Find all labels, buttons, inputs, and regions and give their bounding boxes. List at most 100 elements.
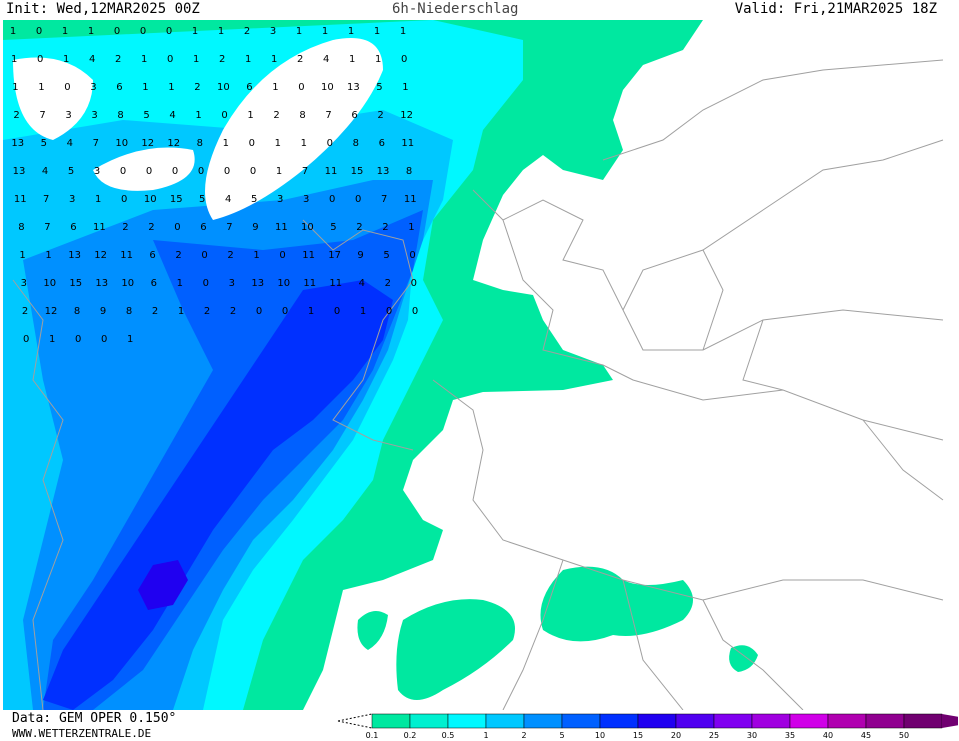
station-value: 1 — [408, 222, 414, 233]
station-value: 4 — [67, 138, 73, 149]
init-time-label: Init: Wed,12MAR2025 00Z — [6, 1, 200, 17]
station-value: 0 — [329, 194, 335, 205]
station-value: 7 — [302, 166, 308, 177]
map-title: 6h-Niederschlag — [392, 1, 519, 17]
station-value: 13 — [251, 278, 264, 289]
station-value: 1 — [193, 54, 199, 65]
legend-swatch — [827, 713, 867, 729]
valid-time-label: Valid: Fri,21MAR2025 18Z — [734, 1, 937, 17]
station-value: 2 — [219, 54, 225, 65]
station-value: 3 — [303, 194, 309, 205]
station-value: 1 — [45, 250, 51, 261]
station-value: 1 — [296, 26, 302, 37]
station-value: 6 — [379, 138, 385, 149]
station-value: 2 — [204, 306, 210, 317]
color-legend: 0.1 0.2 0.5 1 2 5 10 15 20 25 30 35 40 45 50 — [337, 713, 958, 740]
station-value: 3 — [21, 278, 27, 289]
legend-level-label: 0.2 — [404, 731, 417, 740]
legend-level-label: 50 — [899, 731, 909, 740]
station-value: 5 — [199, 194, 205, 205]
station-value: 7 — [381, 194, 387, 205]
station-value: 5 — [376, 82, 382, 93]
station-value: 10 — [321, 82, 334, 93]
station-value: 2 — [227, 250, 233, 261]
station-value: 1 — [247, 110, 253, 121]
station-value: 3 — [69, 194, 75, 205]
legend-swatch — [371, 713, 411, 729]
station-value: 4 — [359, 278, 365, 289]
station-value: 0 — [224, 166, 230, 177]
legend-swatches — [337, 713, 958, 729]
station-value: 4 — [89, 54, 95, 65]
legend-swatch — [447, 713, 487, 729]
legend-lead-in — [337, 713, 373, 729]
station-value: 1 — [308, 306, 314, 317]
station-value: 5 — [383, 250, 389, 261]
station-value: 0 — [37, 54, 43, 65]
station-value: 4 — [225, 194, 231, 205]
station-value: 2 — [377, 110, 383, 121]
station-value: 0 — [203, 278, 209, 289]
station-value: 12 — [400, 110, 413, 121]
station-value: 9 — [252, 222, 258, 233]
station-value: 1 — [19, 250, 25, 261]
station-value: 6 — [151, 278, 157, 289]
station-value: 10 — [121, 278, 134, 289]
legend-level-label: 15 — [633, 731, 643, 740]
station-value: 11 — [325, 166, 338, 177]
website-label: WWW.WETTERZENTRALE.DE — [12, 727, 152, 740]
map-header: Init: Wed,12MAR2025 00Z 6h-Niederschlag … — [0, 0, 959, 20]
legend-level-label: 40 — [823, 731, 833, 740]
station-value: 7 — [226, 222, 232, 233]
legend-level-label: 5 — [559, 731, 564, 740]
station-value: 1 — [38, 82, 44, 93]
station-value: 1 — [253, 250, 259, 261]
station-value: 10 — [144, 194, 157, 205]
legend-level-label: 20 — [671, 731, 681, 740]
station-value: 1 — [400, 26, 406, 37]
station-value: 8 — [353, 138, 359, 149]
station-value: 5 — [330, 222, 336, 233]
legend-level-label: 0.5 — [442, 731, 455, 740]
dry-gap-channel — [93, 147, 195, 191]
station-value: 0 — [198, 166, 204, 177]
station-value: 0 — [172, 166, 178, 177]
station-value: 0 — [221, 110, 227, 121]
station-value: 0 — [250, 166, 256, 177]
station-value: 2 — [22, 306, 28, 317]
station-value: 11 — [120, 250, 133, 261]
precip-area-core — [43, 280, 393, 710]
station-value: 1 — [374, 26, 380, 37]
station-value: 6 — [70, 222, 76, 233]
station-value: 1 — [10, 26, 16, 37]
station-value: 1 — [178, 306, 184, 317]
station-value: 10 — [43, 278, 56, 289]
station-value: 0 — [355, 194, 361, 205]
station-value: 13 — [377, 166, 390, 177]
station-value: 8 — [299, 110, 305, 121]
station-value: 7 — [93, 138, 99, 149]
station-value: 4 — [42, 166, 48, 177]
precip-area-peak — [138, 560, 188, 610]
station-value: 1 — [349, 54, 355, 65]
station-value: 1 — [142, 82, 148, 93]
station-value: 2 — [244, 26, 250, 37]
station-value: 13 — [11, 138, 24, 149]
station-value: 3 — [229, 278, 235, 289]
station-value: 11 — [404, 194, 417, 205]
station-value: 2 — [148, 222, 154, 233]
legend-level-label: 0.1 — [366, 731, 379, 740]
station-value: 5 — [41, 138, 47, 149]
station-value: 3 — [94, 166, 100, 177]
station-value: 0 — [36, 26, 42, 37]
station-value: 4 — [169, 110, 175, 121]
legend-swatch — [523, 713, 563, 729]
station-value: 0 — [23, 334, 29, 345]
station-value: 7 — [325, 110, 331, 121]
station-value: 9 — [357, 250, 363, 261]
station-value: 11 — [93, 222, 106, 233]
station-value: 1 — [95, 194, 101, 205]
station-value: 0 — [282, 306, 288, 317]
station-value: 1 — [195, 110, 201, 121]
legend-swatch — [485, 713, 525, 729]
